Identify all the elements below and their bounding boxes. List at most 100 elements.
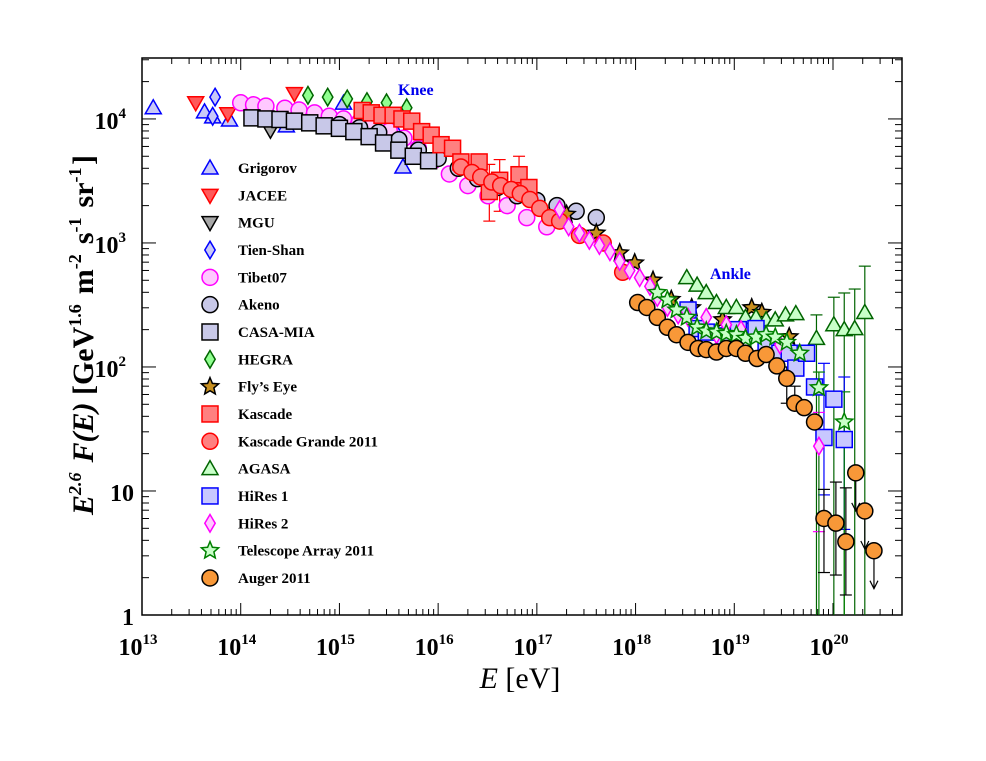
legend-label-tibet07: Tibet07 [238,270,287,286]
legend-label-tien-shan: Tien-Shan [238,243,305,259]
y-tick-label: 1 [122,605,134,631]
hires-2-point [583,230,596,251]
y-tick-label: 10 [110,481,134,507]
hires-2-point [633,267,646,288]
legend-label-casa-mia: CASA-MIA [238,325,315,341]
hires-2-point [603,241,617,262]
hires-1-point [835,430,853,449]
axis-ticks [141,58,903,616]
hires-2-point [613,251,626,272]
x-tick-label: 1014 [217,632,257,661]
x-tick-label: 1020 [810,632,849,661]
kascade-point [510,165,528,184]
casa-mia-point [404,147,423,166]
legend-marker-hires-1 [201,487,219,505]
x-tick-label: 1013 [119,632,158,661]
casa-mia-point [345,122,363,141]
legend-label-grigorov: Grigorov [238,161,297,177]
legend-label-telescope-array-2011: Telescope Array 2011 [238,544,374,560]
y-tick-label: 102 [95,354,127,383]
agasa-point [824,315,844,332]
casa-mia-point [271,110,289,129]
casa-mia-point [360,127,378,146]
hegra-point [321,86,334,108]
legend-marker-tien-shan [203,239,217,261]
hires-1-point [825,390,843,408]
casa-mia-point [374,134,393,152]
hires-2-point [562,216,575,238]
legend-label-fly-s-eye: Fly’s Eye [238,380,297,396]
agasa-point [727,297,746,315]
telescope-array-2011-point [808,376,830,397]
casa-mia-point [390,141,408,159]
legend-marker-fly-s-eye [199,375,221,396]
legend-label-mgu: MGU [238,216,275,232]
telescope-array-2011-point [686,316,708,337]
tien-shan-point [206,106,219,127]
grigorov-point [143,98,163,115]
auger-2011-point [795,398,813,417]
hegra-point [341,88,354,110]
auger-2011-point [847,464,865,482]
x-tick-label: 1015 [316,632,355,661]
x-tick-label: 1018 [612,632,651,661]
hires-2-point [623,260,636,281]
auger-2011-point [757,345,775,364]
legend-label-kascade-grande-2011: Kascade Grande 2011 [238,434,378,450]
hegra-point [301,85,315,106]
x-tick-label: 1019 [711,632,750,661]
tick-labels: 1013 1014 1015 1016 1017 1018 1019 1020 1 10 102 10… [95,106,849,661]
legend-marker-auger-2011 [201,569,219,587]
agasa-point [687,275,707,292]
legend-marker-agasa [200,459,220,476]
casa-mia-point [419,152,438,170]
legend-marker-tibet07 [201,268,219,287]
agasa-point [677,268,697,285]
legend-label-akeno: Akeno [238,298,280,314]
legend-marker-akeno [201,295,219,314]
tibet07-point [518,208,536,227]
casa-mia-point [285,112,304,130]
casa-mia-point [315,117,333,135]
fly-s-eye-point [624,251,646,272]
legend-marker-casa-mia [201,323,219,341]
auger-2011-point [837,532,855,551]
legend-marker-mgu [200,215,220,233]
legend-label-agasa: AGASA [238,462,291,478]
legend-marker-hires-2 [203,513,217,534]
legend-marker-hegra [203,349,217,370]
error-bars [483,155,879,615]
casa-mia-point [300,114,319,132]
telescope-array-2011-point [695,320,717,340]
auger-2011-point [778,369,796,388]
legend-label-hires-1: HiRes 1 [238,489,288,505]
annotation-ankle: Ankle [710,266,751,283]
hires-2-point [573,222,586,244]
legend-label-auger-2011: Auger 2011 [238,571,311,587]
legend-label-jacee: JACEE [238,188,287,204]
x-tick-label: 1016 [415,632,455,661]
legend-label-kascade: Kascade [238,407,293,423]
legend: Grigorov JACEE MGU Tien-Shan Tibet07 Akeno CAS… [199,158,378,587]
auger-2011-point [805,413,824,431]
auger-2011-point [827,514,845,532]
agasa-point [845,319,865,336]
legend-marker-jacee [200,188,220,205]
telescope-array-2011-point [776,331,798,352]
y-tick-label: 103 [95,230,127,259]
agasa-point [855,302,875,320]
x-axis-label: E [eV] [479,662,561,695]
auger-2011-point [865,541,883,560]
agasa-point [696,283,716,300]
auger-2011-upper-limit-arrowhead [869,580,879,591]
agasa-point [786,304,806,321]
x-tick-label: 1017 [513,632,553,661]
y-tick-label: 104 [95,106,127,135]
auger-2011-point [638,298,656,317]
hires-2-point [593,235,606,256]
agasa-point [707,292,726,310]
legend-label-hegra: HEGRA [238,352,293,368]
legend-marker-kascade [201,405,219,423]
legend-label-hires-2: HiRes 2 [238,516,288,532]
